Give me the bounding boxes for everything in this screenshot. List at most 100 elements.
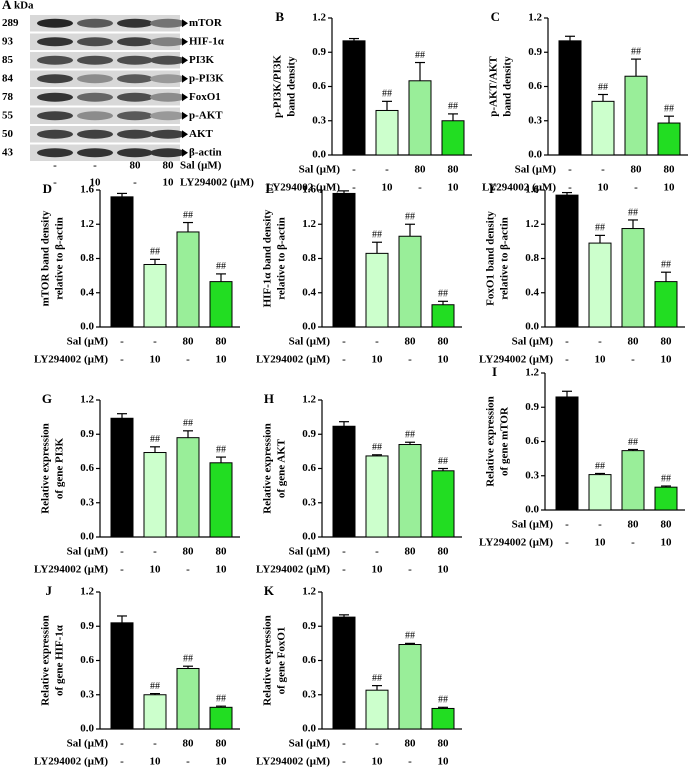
blot-band [150,74,186,84]
blot-band [117,129,153,139]
x-tick-label: 80 [216,738,228,750]
y-tick-label: 0.8 [80,252,94,264]
y-axis-label: of gene FoxO1 [276,627,288,695]
band-arrow [182,19,188,28]
x-tick-label: - [408,354,412,366]
x-tick-label: 80 [405,738,417,750]
y-tick-label: 0.9 [80,620,94,632]
category-row-label: Sal (μM) [67,738,109,750]
significance-label: ## [183,210,193,221]
x-tick-label: 80 [415,164,427,176]
y-axis-label: Relative expression [40,615,52,706]
y-tick-label: 1.2 [302,394,316,406]
significance-label: ## [405,212,415,223]
bar [588,242,612,328]
y-tick-label: 0.3 [80,688,94,700]
category-row-label: Sal (μM) [67,336,109,348]
significance-label: ## [372,230,382,241]
bar [558,40,582,156]
blot-band [37,111,73,121]
y-tick-label: 0.6 [525,435,539,447]
significance-label: ## [405,430,415,441]
x-tick-label: 10 [382,182,394,194]
protein-label: p-PI3K [189,72,224,84]
blot-band [77,37,113,47]
y-tick-label: 0.6 [302,654,316,666]
bar [408,80,432,156]
bar [209,706,233,730]
y-tick-label: 1.2 [525,367,539,379]
y-axis-label: FoxO1 band density [485,211,497,306]
x-tick-label: - [153,738,157,750]
x-tick-label: 10 [595,537,607,549]
y-axis-label: p-AKT/AKT [488,56,500,117]
x-tick-label: - [352,164,356,176]
y-axis-label: HIF-1α band density [262,209,274,307]
x-tick-label: - [342,336,346,348]
y-axis-label: p-PI3K/PI3K [272,55,284,118]
y-tick-label: 0.3 [528,114,542,126]
y-tick-label: 0.9 [528,46,542,58]
bar [555,194,579,328]
significance-label: ## [598,82,608,93]
significance-label: ## [628,437,638,448]
y-tick-label: 0.3 [312,114,326,126]
y-tick-label: 0.0 [302,321,316,333]
panel-letter: K [264,583,275,598]
x-tick-label: 10 [661,537,673,549]
blot-band [150,37,186,47]
x-tick-label: 10 [438,756,450,768]
bar [621,228,645,328]
panel-letter: C [491,9,500,24]
y-tick-label: 0.0 [302,723,316,735]
bar [143,694,167,730]
x-tick-label: - [631,537,635,549]
blot-band [37,148,73,158]
blot-band [77,74,113,84]
significance-label: ## [628,207,638,218]
band-arrow [182,111,188,120]
bar [110,622,134,730]
condition-value: 80 [130,160,142,172]
panel-letter: G [42,391,52,406]
bar [398,444,422,538]
x-tick-label: - [120,564,124,576]
x-tick-label: - [342,354,346,366]
x-tick-label: - [418,182,422,194]
x-tick-label: 10 [150,756,162,768]
y-axis-label: of gene HIF-1α [54,624,66,696]
y-tick-label: 0.0 [80,531,94,543]
y-tick-label: 1.6 [302,184,316,196]
x-tick-label: - [120,354,124,366]
bar [624,75,648,156]
y-tick-label: 1.2 [528,12,542,24]
bar [588,474,612,511]
panel-letter: I [492,364,497,379]
blot-band [37,37,73,47]
x-tick-label: - [153,336,157,348]
significance-label: ## [183,418,193,429]
y-axis-label: Relative expression [262,615,274,706]
significance-label: ## [661,259,671,270]
category-row-label: LY294002 (μM) [482,182,556,194]
x-tick-label: 10 [372,564,384,576]
significance-label: ## [595,223,605,234]
condition-value: 80 [163,160,175,172]
y-tick-label: 0.6 [312,80,326,92]
blot-band [77,148,113,158]
significance-label: ## [438,695,448,706]
blot-band [117,55,153,65]
x-tick-label: - [408,564,412,576]
x-tick-label: 80 [628,519,640,531]
significance-label: ## [405,631,415,642]
band-arrow [182,56,188,65]
x-tick-label: - [565,519,569,531]
panel-letter: B [275,9,284,24]
blot-band [117,74,153,84]
y-axis-label: mTOR band density [40,210,52,306]
y-tick-label: 0.8 [525,252,539,264]
y-tick-label: 0.3 [302,496,316,508]
blot-band [117,37,153,47]
y-tick-label: 1.6 [525,184,539,196]
panel-letter: H [264,391,274,406]
